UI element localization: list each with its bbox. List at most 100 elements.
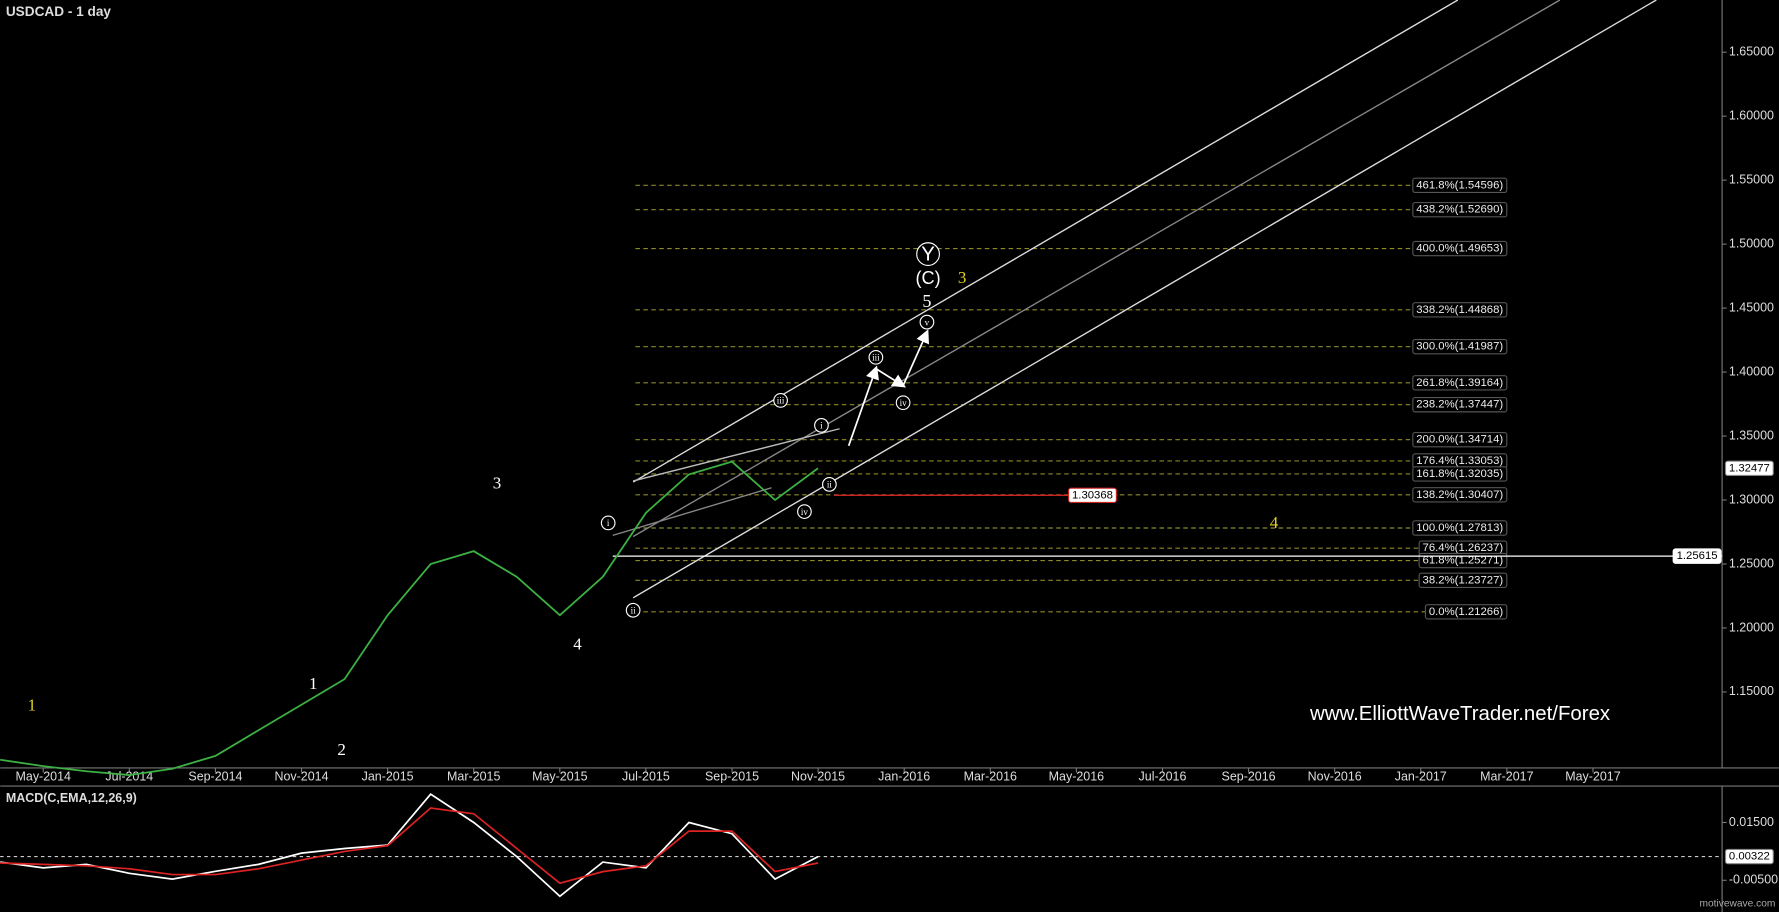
fib-label-box — [1412, 432, 1508, 448]
x-tick-label: Jul-2014 — [105, 769, 153, 783]
projection-arrow — [847, 365, 879, 447]
y-tick-label: 1.15000 — [1729, 684, 1774, 698]
wave-label: (C) — [915, 268, 940, 288]
wave-label: 1 — [28, 696, 37, 715]
price-line — [0, 460, 819, 777]
x-tick-label: Nov-2016 — [1308, 769, 1362, 783]
wave-circle — [868, 349, 884, 365]
x-tick-label: Jul-2015 — [622, 769, 670, 783]
macd-line — [0, 807, 819, 885]
x-tick-label: May-2014 — [16, 769, 72, 783]
fib-label-box — [1412, 202, 1508, 218]
fib-label: 461.8%(1.54596) — [1416, 179, 1503, 191]
x-tick-label: Sep-2014 — [188, 769, 242, 783]
x-tick-label: Sep-2016 — [1222, 769, 1276, 783]
macd-last-label-box — [1724, 848, 1774, 865]
fib-label: 61.8%(1.25271) — [1423, 555, 1504, 567]
channel-line — [632, 0, 1561, 538]
x-tick-label: Mar-2015 — [447, 769, 500, 783]
wave-label: 2 — [337, 740, 345, 759]
wave-label: ii — [827, 480, 833, 490]
fib-label: 100.0%(1.27813) — [1416, 522, 1503, 534]
level-label-box — [1068, 487, 1117, 504]
fib-label: 138.2%(1.30407) — [1416, 489, 1503, 501]
fib-label-box — [1412, 466, 1508, 482]
macd-y-tick-label: 0.01500 — [1729, 815, 1774, 829]
fib-label: 161.8%(1.32035) — [1416, 468, 1503, 480]
fib-label-box — [1412, 397, 1508, 413]
x-tick-label: Mar-2016 — [964, 769, 1017, 783]
wave-label: iv — [801, 507, 809, 517]
fib-label: 300.0%(1.41987) — [1416, 341, 1503, 353]
wave-label: iii — [872, 353, 880, 363]
projection-arrow — [902, 329, 929, 387]
y-tick-label: 1.20000 — [1729, 620, 1774, 634]
fib-label-box — [1412, 240, 1508, 257]
x-tick-label: Jan-2016 — [878, 769, 930, 783]
wave-circle — [814, 417, 829, 433]
wave-circle — [625, 602, 641, 618]
y-tick-label: 1.65000 — [1729, 44, 1774, 58]
fib-label: 200.0%(1.34714) — [1416, 434, 1503, 446]
wave-label: 4 — [1270, 513, 1279, 532]
watermark: www.ElliottWaveTrader.net/Forex — [1309, 703, 1610, 725]
fib-label: 261.8%(1.39164) — [1416, 377, 1503, 389]
fib-label-box — [1418, 572, 1508, 588]
fib-label-box — [1412, 302, 1508, 318]
x-tick-label: May-2017 — [1565, 769, 1621, 783]
wave-circle — [822, 476, 837, 492]
wave-label: ii — [631, 605, 637, 615]
wave-circle — [895, 395, 911, 411]
channel-line — [632, 428, 840, 482]
fib-label-box — [1418, 552, 1508, 569]
fib-label: 238.2%(1.37447) — [1416, 399, 1503, 411]
source: motivewave.com — [1700, 899, 1776, 910]
x-tick-label: Nov-2014 — [274, 769, 328, 783]
fib-label: 76.4%(1.26237) — [1423, 542, 1504, 554]
y-tick-label: 1.35000 — [1729, 428, 1774, 442]
macd-title: MACD(C,EMA,12,26,9) — [6, 791, 137, 805]
x-tick-label: Jul-2016 — [1139, 769, 1187, 783]
y-tick-label: 1.55000 — [1729, 172, 1774, 186]
fib-label: 338.2%(1.44868) — [1416, 304, 1503, 316]
projection-arrow — [875, 367, 906, 388]
wave-label: 3 — [493, 473, 501, 492]
y-tick-label: 1.60000 — [1729, 108, 1774, 122]
wave-label: 3 — [958, 268, 966, 287]
macd-last-label: 0.00322 — [1729, 851, 1770, 863]
fib-label: 176.4%(1.33053) — [1416, 455, 1503, 467]
y-tick-label: 1.45000 — [1729, 300, 1774, 314]
wave-label: Y — [921, 244, 935, 266]
fib-label-box — [1412, 375, 1508, 391]
wave-circle — [773, 393, 788, 408]
y-tick-label: 1.40000 — [1729, 364, 1774, 378]
channel-line — [632, 0, 1657, 599]
wave-circle — [916, 242, 940, 266]
x-tick-label: Jan-2017 — [1395, 769, 1447, 783]
x-tick-label: May-2015 — [532, 769, 588, 783]
level-label: 1.25615 — [1677, 550, 1718, 562]
fib-label: 0.0%(1.21266) — [1429, 606, 1504, 618]
wave-circle — [919, 314, 935, 330]
last-price-label-box — [1724, 460, 1774, 477]
fib-label: 400.0%(1.49653) — [1416, 243, 1503, 255]
wave-label: i — [820, 421, 823, 431]
macd-y-tick-label: -0.00500 — [1729, 873, 1778, 887]
fib-label-box — [1424, 604, 1508, 620]
wave-circle — [600, 515, 616, 531]
channel-line — [612, 487, 772, 537]
wave-label: 4 — [573, 634, 582, 653]
y-tick-label: 1.25000 — [1729, 556, 1774, 570]
wave-label: iv — [900, 398, 908, 408]
channel-line — [632, 0, 1459, 483]
wave-label: v — [925, 317, 930, 327]
x-tick-label: Sep-2015 — [705, 769, 759, 783]
x-tick-label: Jan-2015 — [362, 769, 414, 783]
x-tick-label: Mar-2017 — [1480, 769, 1533, 783]
fib-label-box — [1412, 338, 1508, 355]
fib-label-box — [1412, 177, 1508, 194]
wave-label: 1 — [309, 674, 317, 693]
fib-label: 38.2%(1.23727) — [1423, 574, 1504, 586]
fib-label: 438.2%(1.52690) — [1416, 204, 1503, 216]
level-label-box — [1672, 548, 1722, 564]
